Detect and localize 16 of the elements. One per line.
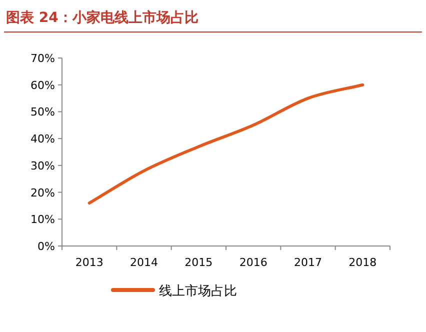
y-tick-label: 70%: [30, 52, 55, 65]
x-tick-label: 2018: [348, 256, 377, 269]
x-tick-label: 2013: [75, 256, 104, 269]
y-tick-label: 40%: [30, 132, 55, 146]
chart-title: 图表 24：小家电线上市场占比: [6, 9, 198, 26]
y-tick-label: 60%: [30, 78, 55, 92]
x-tick-label: 2017: [294, 256, 322, 269]
y-tick-label: 10%: [30, 213, 55, 226]
y-tick-label: 20%: [30, 186, 55, 200]
y-tick-label: 30%: [30, 159, 55, 172]
y-tick-label: 0%: [38, 240, 55, 253]
legend-label: 线上市场占比: [159, 284, 237, 299]
x-tick-label: 2015: [184, 256, 213, 269]
y-tick-label: 50%: [30, 106, 55, 119]
x-tick-label: 2016: [239, 256, 268, 269]
x-tick-label: 2014: [130, 256, 158, 269]
